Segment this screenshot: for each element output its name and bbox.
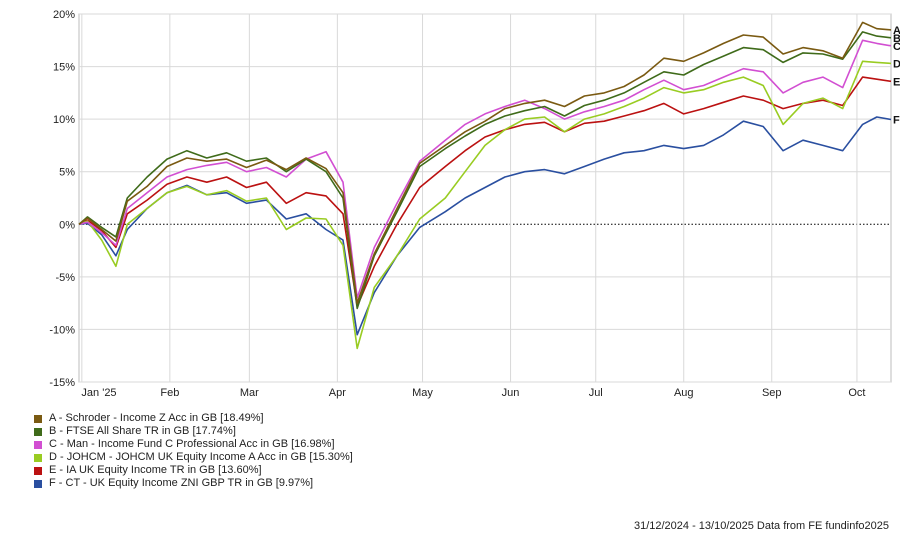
- legend-swatch: [34, 440, 42, 449]
- footer-source: Data from FE fundinfo2025: [756, 520, 889, 532]
- x-tick-label: Oct: [848, 387, 865, 399]
- end-label-e: E: [893, 76, 900, 88]
- x-tick-label: May: [412, 387, 433, 399]
- chart-footer: 31/12/2024 - 13/10/2025 Data from FE fun…: [634, 520, 889, 532]
- chart-series-lines: [78, 21, 892, 350]
- x-tick-label: Feb: [160, 387, 179, 399]
- end-label-f: F: [893, 114, 900, 126]
- footer-date-range: 31/12/2024 - 13/10/2025: [633, 520, 754, 532]
- series-line-d: [78, 60, 892, 350]
- end-label-a: A: [893, 25, 900, 37]
- end-label-c: C: [893, 41, 900, 53]
- legend-label: A - Schroder - Income Z Acc in GB [18.49…: [49, 412, 264, 424]
- legend-swatch: [34, 427, 42, 436]
- legend-label: B - FTSE All Share TR in GB [17.74%]: [49, 425, 236, 437]
- legend-item: A - Schroder - Income Z Acc in GB [18.49…: [34, 412, 353, 425]
- y-tick-label: 20%: [53, 9, 75, 21]
- x-tick-label: Mar: [240, 387, 259, 399]
- legend-item: D - JOHCM - JOHCM UK Equity Income A Acc…: [34, 451, 353, 464]
- y-tick-label: -15%: [49, 377, 75, 389]
- y-tick-label: -5%: [55, 272, 75, 284]
- legend-item: B - FTSE All Share TR in GB [17.74%]: [34, 425, 353, 438]
- plot-frame: [78, 13, 892, 383]
- legend-item: F - CT - UK Equity Income ZNI GBP TR in …: [34, 477, 353, 490]
- legend-label: E - IA UK Equity Income TR in GB [13.60%…: [49, 464, 262, 476]
- performance-chart: 20% 15% 10% 5% 0% -5% -10% -15% Jan '25 Feb Mar Apr…: [49, 9, 900, 399]
- x-tick-label: Jun: [502, 387, 520, 399]
- chart-axes: 20% 15% 10% 5% 0% -5% -10% -15% Jan '25 Feb Mar Apr…: [49, 9, 865, 399]
- chart-legend: A - Schroder - Income Z Acc in GB [18.49…: [34, 412, 353, 490]
- y-tick-label: -10%: [49, 324, 75, 336]
- x-tick-label: Apr: [329, 387, 346, 399]
- y-tick-label: 0%: [59, 219, 75, 231]
- series-line-e: [78, 76, 892, 308]
- end-label-d: D: [893, 58, 900, 70]
- legend-swatch: [34, 479, 42, 488]
- y-tick-label: 5%: [59, 167, 75, 179]
- series-line-b: [78, 31, 892, 310]
- y-tick-label: 15%: [53, 62, 75, 74]
- x-tick-label: Sep: [762, 387, 782, 399]
- legend-label: C - Man - Income Fund C Professional Acc…: [49, 438, 335, 450]
- x-tick-label: Jan '25: [81, 387, 116, 399]
- series-line-a: [78, 21, 892, 304]
- end-label-b: B: [893, 33, 900, 45]
- legend-swatch: [34, 466, 42, 475]
- chart-grid: [78, 13, 892, 383]
- legend-item: C - Man - Income Fund C Professional Acc…: [34, 438, 353, 451]
- x-tick-label: Aug: [674, 387, 694, 399]
- legend-label: D - JOHCM - JOHCM UK Equity Income A Acc…: [49, 451, 353, 463]
- legend-swatch: [34, 453, 42, 462]
- legend-item: E - IA UK Equity Income TR in GB [13.60%…: [34, 464, 353, 477]
- series-line-f: [78, 116, 892, 336]
- y-tick-label: 10%: [53, 114, 75, 126]
- x-tick-label: Jul: [589, 387, 603, 399]
- series-line-c: [78, 39, 892, 299]
- legend-swatch: [34, 414, 42, 423]
- legend-label: F - CT - UK Equity Income ZNI GBP TR in …: [49, 477, 314, 489]
